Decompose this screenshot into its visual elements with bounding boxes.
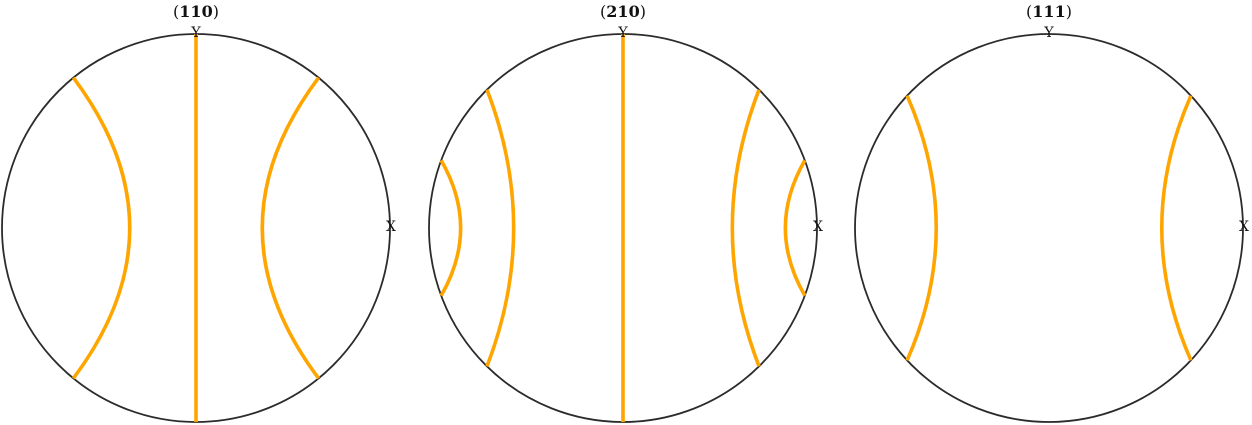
trace-arc-4	[785, 160, 804, 295]
trace-arc-1	[487, 90, 514, 367]
title-close-paren: )	[213, 2, 219, 21]
pole-figure-111: (111) Y X	[855, 2, 1249, 422]
panel-title: (110)	[173, 2, 219, 21]
title-miller-index: 111	[1032, 2, 1065, 21]
title-close-paren: )	[1066, 2, 1072, 21]
axis-label-x: X	[1239, 219, 1249, 235]
axis-label-y: Y	[1043, 25, 1054, 41]
trace-group	[73, 34, 318, 422]
trace-arc-0	[441, 160, 460, 295]
trace-arc-3	[732, 90, 759, 367]
panel-title: (210)	[600, 2, 646, 21]
pole-figure-110: (110) Y X	[2, 2, 396, 422]
trace-arc-0	[73, 78, 129, 379]
trace-group	[907, 96, 1191, 361]
axis-label-x: X	[386, 219, 396, 235]
axis-label-x: X	[813, 219, 823, 235]
pole-figure-outline	[855, 34, 1243, 422]
title-miller-index: 110	[179, 2, 212, 21]
pole-figure-210: (210) Y X	[429, 2, 823, 422]
title-close-paren: )	[640, 2, 646, 21]
panel-title: (111)	[1026, 2, 1072, 21]
trace-group	[441, 34, 805, 422]
title-miller-index: 210	[606, 2, 639, 21]
trace-arc-0	[907, 96, 936, 361]
axis-label-y: Y	[190, 25, 201, 41]
axis-label-y: Y	[617, 25, 628, 41]
trace-arc-1	[1162, 96, 1191, 361]
trace-arc-2	[262, 78, 318, 379]
